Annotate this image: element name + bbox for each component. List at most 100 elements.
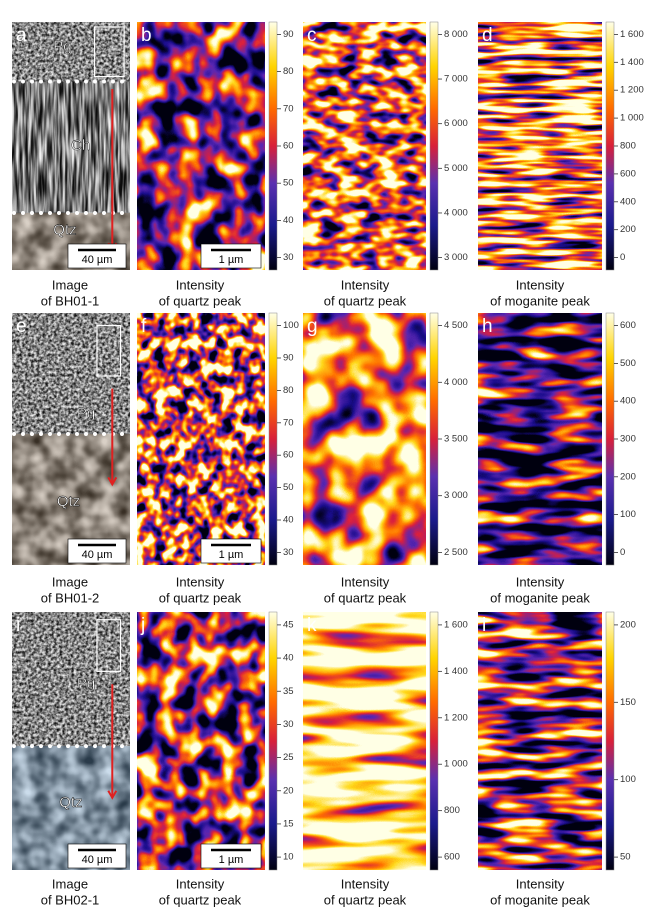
colorbar-tick-label: 0 (620, 547, 625, 558)
colorbar-tick-label: 1 000 (620, 113, 644, 124)
colorbar-tick-label: 200 (620, 224, 636, 235)
colorbar-tick-label: 100 (620, 774, 636, 785)
panel-letter: f (141, 316, 147, 337)
colorbar-tick-label: 3 000 (444, 252, 468, 263)
caption: of moganite peak (490, 293, 590, 308)
colorbar-tick-label: 35 (283, 686, 294, 697)
panel-letter: a (16, 25, 27, 46)
colorbar-tick-label: 90 (283, 353, 294, 364)
colorbar-tick-label: 800 (620, 141, 636, 152)
caption: Intensity (341, 574, 390, 589)
phase-label: Pg (77, 675, 95, 692)
colorbar-tick-label: 60 (283, 450, 294, 461)
colorbar-tick-label: 1 400 (444, 666, 468, 677)
phase-label: Qtz (53, 221, 76, 238)
intensity-map (478, 313, 602, 565)
caption: of quartz peak (324, 590, 407, 605)
colorbar-tick-label: 4 000 (444, 207, 468, 218)
colorbar-tick-label: 50 (283, 482, 294, 493)
colorbar-tick-label: 3 500 (444, 434, 468, 445)
caption: Image (52, 876, 88, 891)
scale-label: 1 µm (219, 254, 244, 266)
caption: Intensity (516, 574, 565, 589)
caption: of quartz peak (159, 293, 242, 308)
colorbar-tick-label: 10 (283, 852, 294, 863)
colorbar-tick-label: 15 (283, 818, 294, 829)
panel-letter: e (16, 316, 27, 337)
colorbar-tick-label: 5 000 (444, 163, 468, 174)
colorbar-tick-label: 200 (620, 619, 636, 630)
figure: PgChQtza40 µmImageof BH01-19080706050403… (0, 0, 651, 914)
colorbar-tick-label: 4 500 (444, 320, 468, 331)
colorbar-tick-label: 6 000 (444, 118, 468, 129)
colorbar-tick-label: 40 (283, 515, 294, 526)
colorbar (606, 22, 614, 270)
panel-letter: j (140, 615, 145, 636)
colorbar-tick-label: 600 (444, 852, 460, 863)
caption: of BH01-1 (41, 293, 100, 308)
caption: of BH01-2 (41, 590, 100, 605)
colorbar-tick-label: 40 (283, 653, 294, 664)
colorbar-tick-label: 200 (620, 471, 636, 482)
colorbar-tick-label: 500 (620, 358, 636, 369)
colorbar-tick-label: 70 (283, 417, 294, 428)
colorbar-tick-label: 2 500 (444, 547, 468, 558)
panel-letter: d (482, 25, 493, 46)
caption: Intensity (176, 277, 225, 292)
panel-letter: h (482, 316, 493, 337)
colorbar-tick-label: 90 (283, 29, 294, 40)
colorbar-tick-label: 3 000 (444, 490, 468, 501)
colorbar (269, 22, 277, 270)
colorbar-tick-label: 40 (283, 215, 294, 226)
intensity-map (137, 22, 265, 270)
phase-label: Pg (53, 38, 71, 55)
caption: Intensity (516, 876, 565, 891)
colorbar-tick-label: 50 (620, 852, 631, 863)
colorbar-tick-label: 0 (620, 252, 625, 263)
colorbar-tick-label: 400 (620, 196, 636, 207)
colorbar-tick-label: 20 (283, 785, 294, 796)
colorbar-tick-label: 4 000 (444, 377, 468, 388)
colorbar-tick-label: 100 (283, 320, 299, 331)
colorbar-tick-label: 30 (283, 719, 294, 730)
caption: of moganite peak (490, 590, 590, 605)
colorbar-tick-label: 25 (283, 752, 294, 763)
colorbar (606, 313, 614, 565)
colorbar-tick-label: 50 (283, 178, 294, 189)
intensity-map (303, 313, 426, 565)
colorbar-tick-label: 8 000 (444, 29, 468, 40)
colorbar-tick-label: 100 (620, 509, 636, 520)
panel-letter: l (482, 615, 486, 636)
caption: of quartz peak (324, 892, 407, 907)
scale-label: 40 µm (82, 254, 113, 266)
colorbar-tick-label: 45 (283, 619, 294, 630)
colorbar-tick-label: 1 400 (620, 57, 644, 68)
phase-label: Ch (71, 137, 90, 154)
colorbar-tick-label: 60 (283, 141, 294, 152)
caption: Intensity (176, 876, 225, 891)
scale-label: 1 µm (219, 549, 244, 561)
colorbar-tick-label: 800 (444, 805, 460, 816)
colorbar (269, 313, 277, 565)
intensity-map (137, 612, 265, 870)
phase-label: Qtz (57, 493, 80, 510)
colorbar-tick-label: 400 (620, 396, 636, 407)
colorbar (269, 612, 277, 870)
caption: of BH02-1 (41, 892, 100, 907)
caption: Image (52, 277, 88, 292)
caption: Intensity (341, 876, 390, 891)
intensity-map (137, 313, 265, 565)
caption: of moganite peak (490, 892, 590, 907)
panel-letter: i (16, 615, 20, 636)
colorbar-tick-label: 80 (283, 66, 294, 77)
intensity-map (478, 612, 602, 870)
colorbar-tick-label: 600 (620, 168, 636, 179)
colorbar-tick-label: 30 (283, 252, 294, 263)
intensity-map (303, 612, 426, 870)
colorbar-tick-label: 30 (283, 547, 294, 558)
colorbar-tick-label: 1 200 (444, 712, 468, 723)
panel-letter: b (141, 25, 152, 46)
colorbar-tick-label: 150 (620, 697, 636, 708)
caption: Intensity (341, 277, 390, 292)
colorbar-tick-label: 70 (283, 103, 294, 114)
